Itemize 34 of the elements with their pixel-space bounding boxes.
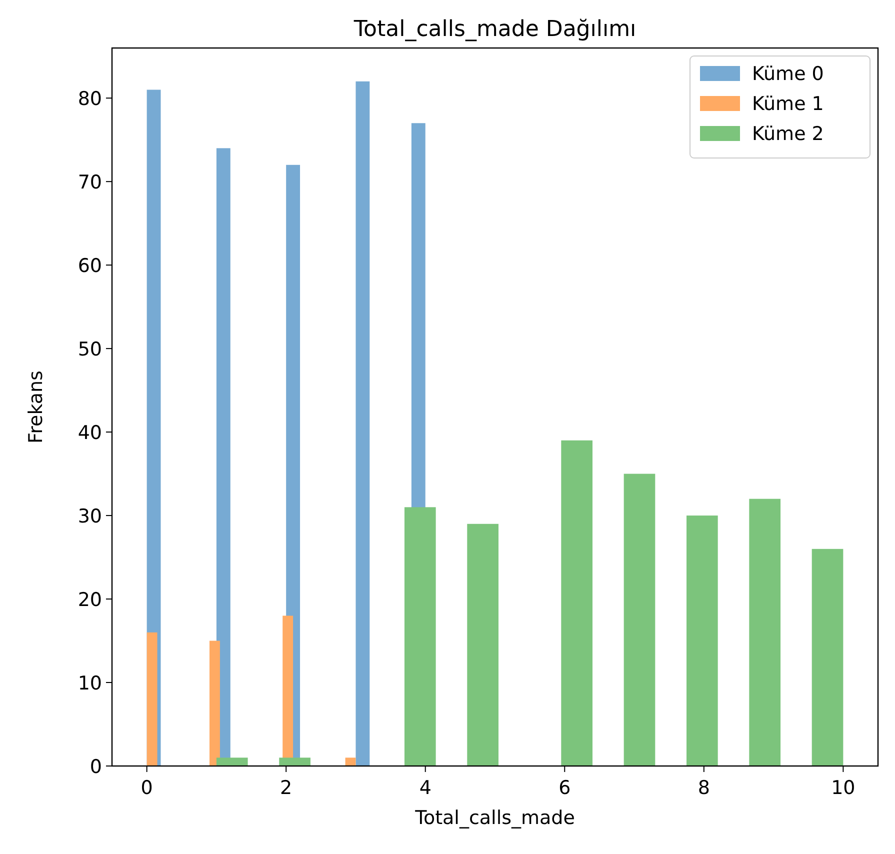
x-tick-label: 2	[280, 777, 292, 799]
bar	[404, 507, 436, 766]
x-tick-label: 4	[419, 777, 432, 799]
y-tick-label: 80	[78, 88, 102, 110]
bar	[146, 632, 158, 766]
chart-title: Total_calls_made Dağılımı	[352, 17, 636, 42]
bar	[356, 81, 370, 766]
bar	[216, 758, 248, 766]
bar	[686, 516, 718, 766]
legend-label: Küme 1	[752, 93, 824, 115]
bar	[812, 548, 844, 766]
y-tick-label: 60	[78, 255, 102, 278]
x-axis-title: Total_calls_made	[414, 807, 575, 829]
bar	[467, 524, 498, 766]
y-axis-title: Frekans	[25, 370, 47, 444]
y-tick-label: 0	[90, 756, 102, 778]
legend-label: Küme 0	[752, 63, 824, 85]
bar	[749, 498, 781, 766]
y-tick-label: 20	[78, 589, 102, 612]
y-tick-label: 30	[78, 506, 102, 528]
x-tick-label: 8	[698, 777, 710, 799]
bar	[624, 474, 656, 766]
y-tick-label: 10	[78, 672, 102, 695]
bar	[209, 640, 220, 766]
y-tick-label: 40	[78, 422, 102, 444]
x-tick-label: 6	[558, 777, 571, 799]
bar	[345, 758, 356, 766]
y-tick-label: 50	[78, 338, 102, 361]
x-tick-label: 0	[140, 777, 153, 799]
bar	[561, 440, 592, 766]
bar	[279, 758, 310, 766]
x-tick-label: 10	[831, 777, 856, 799]
legend-label: Küme 2	[752, 123, 824, 145]
y-tick-label: 70	[78, 172, 102, 194]
